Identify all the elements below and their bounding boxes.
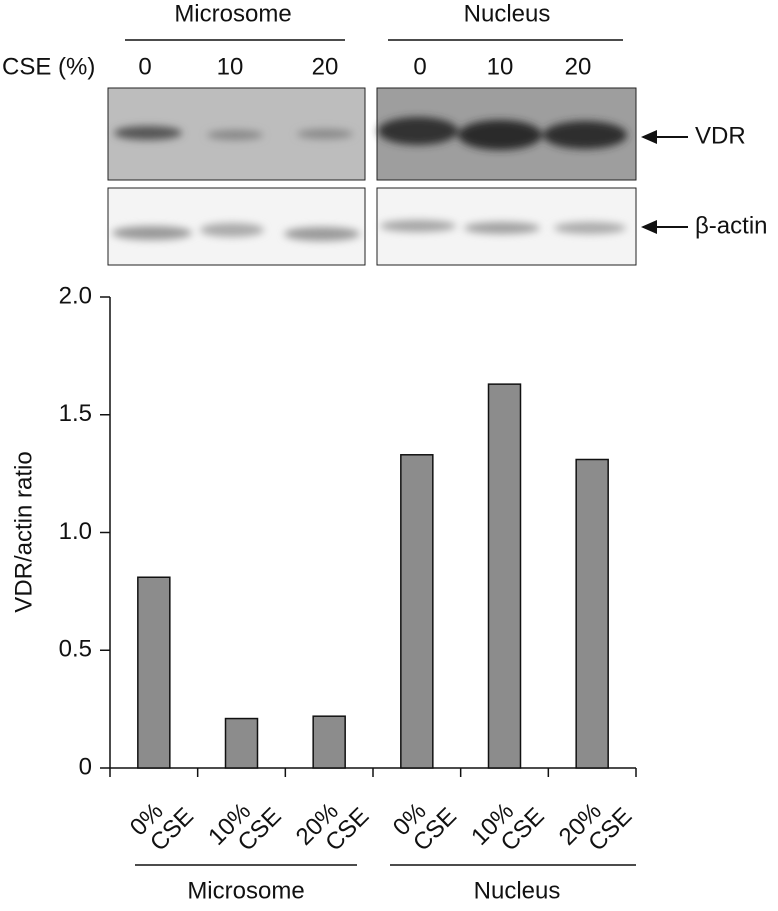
bar	[575, 458, 609, 769]
band-label: VDR	[695, 122, 746, 149]
y-tick-label: 1.0	[59, 518, 92, 545]
x-tick-label: 0%CSE	[125, 798, 199, 857]
y-tick-label: 1.5	[59, 400, 92, 427]
bar	[224, 717, 259, 769]
lane-label: 10	[487, 53, 514, 80]
bar	[312, 715, 346, 769]
x-tick-label: 10%CSE	[203, 798, 286, 857]
y-tick-label: 2.0	[59, 282, 92, 309]
x-tick-label: 0%CSE	[388, 798, 462, 857]
y-axis-label: VDR/actin ratio	[10, 451, 37, 612]
group-label: Microsome	[174, 0, 291, 27]
y-tick-label: 0	[79, 753, 92, 780]
group-label: Microsome	[187, 877, 304, 904]
bar	[400, 454, 434, 769]
lane-label: 20	[565, 53, 592, 80]
bar	[137, 576, 171, 769]
band-label: β-actin	[695, 212, 768, 239]
group-label: Nucleus	[464, 0, 551, 27]
blot	[107, 39, 688, 266]
y-tick-label: 0.5	[59, 636, 92, 663]
x-tick-label: 20%CSE	[291, 798, 374, 857]
lane-label: 0	[138, 53, 151, 80]
lane-label: 10	[217, 53, 244, 80]
condition-label: CSE (%)	[2, 53, 95, 80]
bar	[487, 383, 522, 769]
x-tick-label: 20%CSE	[554, 798, 637, 857]
x-tick-label: 10%CSE	[466, 798, 549, 857]
lane-label: 0	[413, 53, 426, 80]
lane-label: 20	[312, 53, 339, 80]
group-label: Nucleus	[474, 877, 561, 904]
